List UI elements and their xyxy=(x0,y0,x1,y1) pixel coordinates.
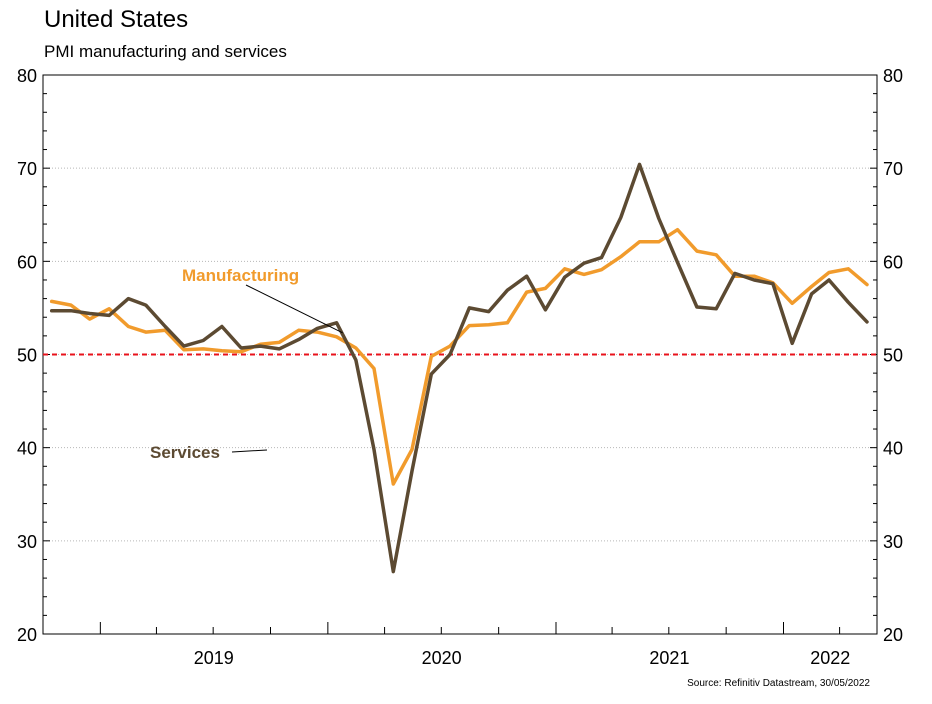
y-tick-right-50: 50 xyxy=(883,346,903,366)
annotations: Manufacturing Services xyxy=(150,266,343,462)
y-tick-left-60: 60 xyxy=(17,252,37,272)
series-line-manufacturing xyxy=(49,227,869,486)
series-lines xyxy=(49,162,869,574)
source-note: Source: Refinitiv Datastream, 30/05/2022 xyxy=(687,678,870,689)
y-tick-right-60: 60 xyxy=(883,252,903,272)
y-tick-right-20: 20 xyxy=(883,625,903,645)
chart-title: United States xyxy=(44,6,189,33)
x-tick-label-2020: 2020 xyxy=(422,648,462,668)
y-tick-left-70: 70 xyxy=(17,159,37,179)
y-tick-left-80: 80 xyxy=(17,66,37,86)
y-tick-right-30: 30 xyxy=(883,532,903,552)
chart-subtitle: PMI manufacturing and services xyxy=(44,42,287,61)
services-pointer xyxy=(231,449,268,453)
y-tick-right-40: 40 xyxy=(883,439,903,459)
x-tick-label-2021: 2021 xyxy=(649,648,689,668)
y-tick-left-50: 50 xyxy=(17,346,37,366)
x-tick-label-2022: 2022 xyxy=(810,648,850,668)
y-tick-right-80: 80 xyxy=(883,66,903,86)
y-tick-right-70: 70 xyxy=(883,159,903,179)
series-label-manufacturing: Manufacturing xyxy=(182,266,299,285)
series-label-services: Services xyxy=(150,443,220,462)
series-line-services xyxy=(49,162,869,574)
x-tick-label-2019: 2019 xyxy=(194,648,234,668)
manufacturing-pointer xyxy=(245,284,343,334)
y-tick-left-30: 30 xyxy=(17,532,37,552)
y-tick-left-40: 40 xyxy=(17,439,37,459)
y-tick-left-20: 20 xyxy=(17,625,37,645)
